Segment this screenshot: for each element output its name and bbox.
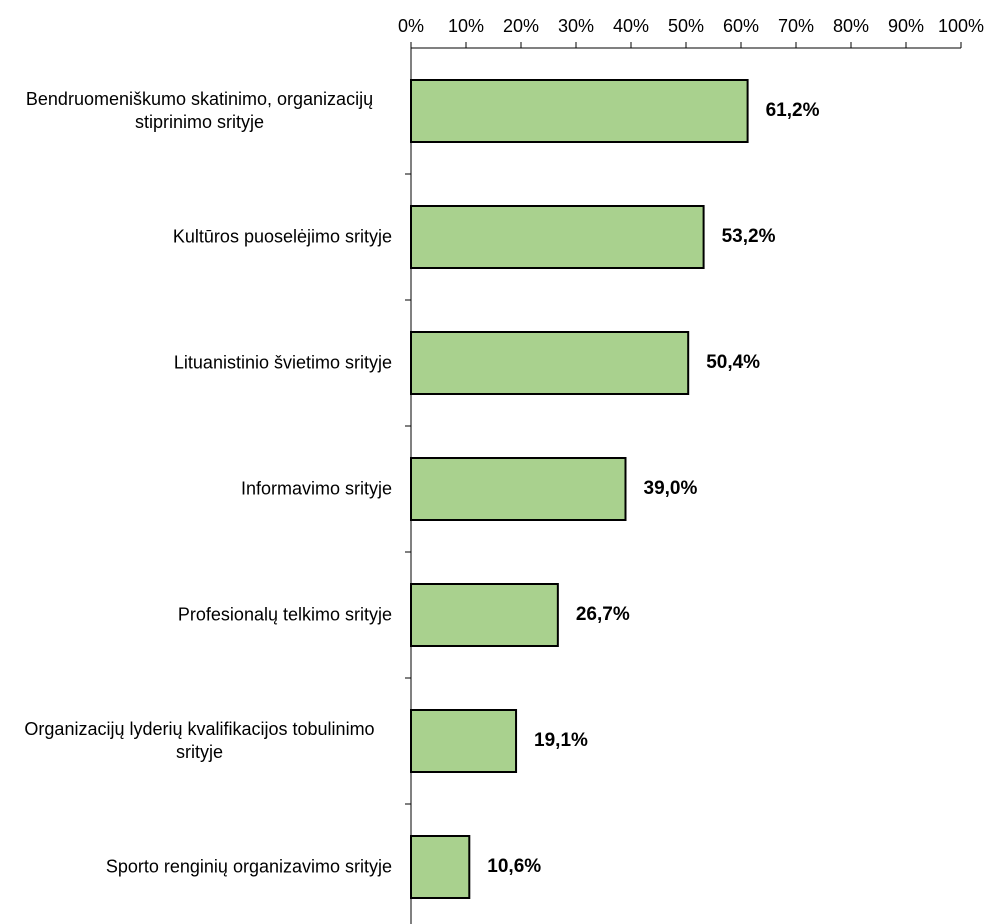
x-tick-label: 60% (723, 16, 759, 36)
value-label: 26,7% (576, 604, 630, 625)
value-label: 53,2% (722, 226, 776, 247)
x-tick-label: 70% (778, 16, 814, 36)
category-text: Kultūros puoselėjimo srityje (172, 226, 392, 247)
category-text: Lituanistinio švietimo srityje (173, 352, 392, 373)
x-tick-label: 20% (503, 16, 539, 36)
category-label: Profesionalų telkimo srityje (0, 604, 392, 627)
category-text: Bendruomeniškumo skatinimo, organizacijų… (25, 89, 374, 132)
category-label: Organizacijų lyderių kvalifikacijos tobu… (0, 718, 392, 764)
value-label: 19,1% (534, 730, 588, 751)
category-text: Organizacijų lyderių kvalifikacijos tobu… (24, 719, 375, 762)
bar (410, 205, 705, 269)
x-tick-label: 100% (938, 16, 984, 36)
category-label: Informavimo srityje (0, 478, 392, 501)
x-tick-label: 80% (833, 16, 869, 36)
x-tick-label: 50% (668, 16, 704, 36)
value-label: 61,2% (766, 100, 820, 121)
bar (410, 835, 471, 899)
category-text: Informavimo srityje (240, 478, 392, 499)
bar (410, 457, 627, 521)
category-text: Sporto renginių organizavimo srityje (105, 856, 392, 877)
category-label: Lituanistinio švietimo srityje (0, 352, 392, 375)
category-label: Kultūros puoselėjimo srityje (0, 226, 392, 249)
bar (410, 583, 559, 647)
x-tick-label: 10% (448, 16, 484, 36)
bar (410, 709, 518, 773)
category-label: Bendruomeniškumo skatinimo, organizacijų… (0, 88, 392, 134)
bar (410, 79, 749, 143)
value-label: 10,6% (487, 856, 541, 877)
value-label: 50,4% (706, 352, 760, 373)
category-text: Profesionalų telkimo srityje (177, 604, 392, 625)
x-tick-label: 40% (613, 16, 649, 36)
x-tick-label: 0% (398, 16, 424, 36)
x-tick-label: 90% (888, 16, 924, 36)
x-tick-label: 30% (558, 16, 594, 36)
category-label: Sporto renginių organizavimo srityje (0, 856, 392, 879)
bar (410, 331, 690, 395)
value-label: 39,0% (644, 478, 698, 499)
